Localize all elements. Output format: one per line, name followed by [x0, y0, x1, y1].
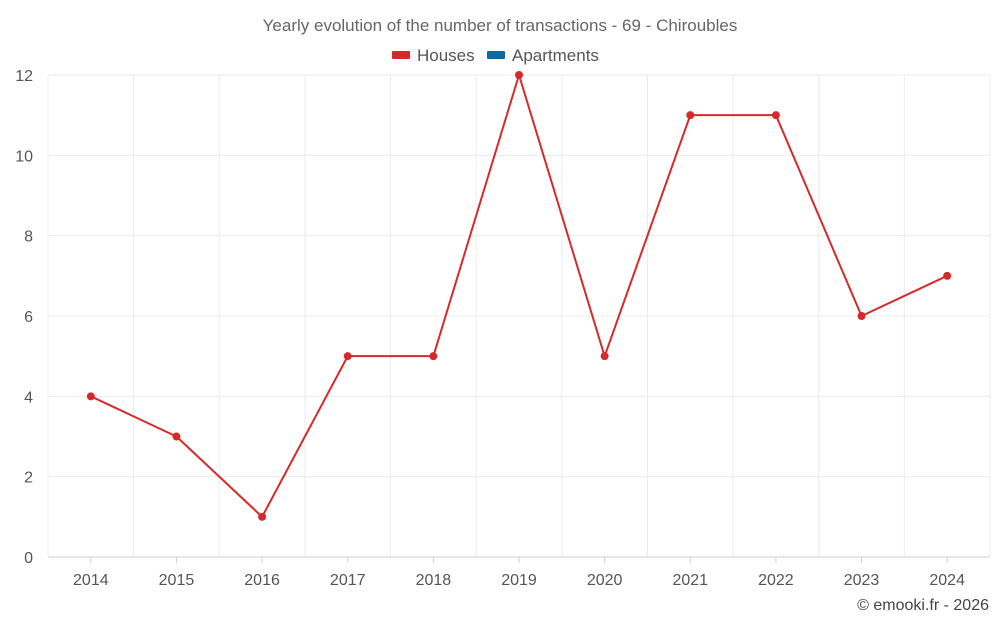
- legend-label-apartments: Apartments: [512, 46, 599, 65]
- x-tick-label: 2019: [501, 572, 537, 589]
- y-tick-label: 8: [24, 229, 33, 246]
- chart-title: Yearly evolution of the number of transa…: [263, 16, 738, 35]
- x-tick-label: 2016: [244, 572, 280, 589]
- x-tick-label: 2014: [73, 572, 109, 589]
- legend-swatch-houses: [392, 51, 410, 59]
- data-point-houses[interactable]: [429, 352, 438, 361]
- legend: Houses Apartments: [392, 46, 599, 65]
- y-tick-label: 2: [24, 470, 33, 487]
- y-tick-label: 6: [24, 309, 33, 326]
- x-tick-label: 2017: [330, 572, 366, 589]
- data-point-houses[interactable]: [172, 432, 181, 441]
- y-tick-label: 10: [15, 148, 33, 165]
- legend-label-houses: Houses: [417, 46, 475, 65]
- x-tick-label: 2015: [159, 572, 195, 589]
- series-group: [86, 71, 952, 521]
- data-point-houses[interactable]: [686, 111, 695, 120]
- credit-text: © emooki.fr - 2026: [857, 597, 989, 614]
- data-point-houses[interactable]: [258, 512, 267, 521]
- data-point-houses[interactable]: [515, 71, 523, 79]
- x-tick-label: 2023: [844, 572, 880, 589]
- y-axis: 0 2 4 6 8 10 12: [15, 68, 33, 567]
- x-tick-label: 2024: [929, 572, 965, 589]
- y-tick-label: 4: [24, 389, 33, 406]
- x-tick-label: 2021: [672, 572, 708, 589]
- data-point-houses[interactable]: [943, 271, 952, 280]
- y-tick-label: 12: [15, 68, 33, 85]
- x-axis: 2014 2015 2016 2017 2018 2019 2020 2021 2022 2023…: [73, 557, 965, 589]
- data-point-houses[interactable]: [771, 111, 780, 120]
- x-tick-label: 2018: [416, 572, 452, 589]
- data-point-houses[interactable]: [343, 352, 352, 361]
- legend-item-houses[interactable]: Houses: [392, 46, 475, 65]
- data-point-houses[interactable]: [857, 312, 866, 320]
- legend-item-apartments[interactable]: Apartments: [487, 46, 599, 65]
- legend-swatch-apartments: [487, 51, 505, 59]
- data-point-houses[interactable]: [600, 352, 609, 361]
- x-tick-label: 2020: [587, 572, 623, 589]
- data-point-houses[interactable]: [86, 392, 95, 401]
- grid: [47, 74, 991, 558]
- x-tick-label: 2022: [758, 572, 794, 589]
- y-tick-label: 0: [24, 550, 33, 567]
